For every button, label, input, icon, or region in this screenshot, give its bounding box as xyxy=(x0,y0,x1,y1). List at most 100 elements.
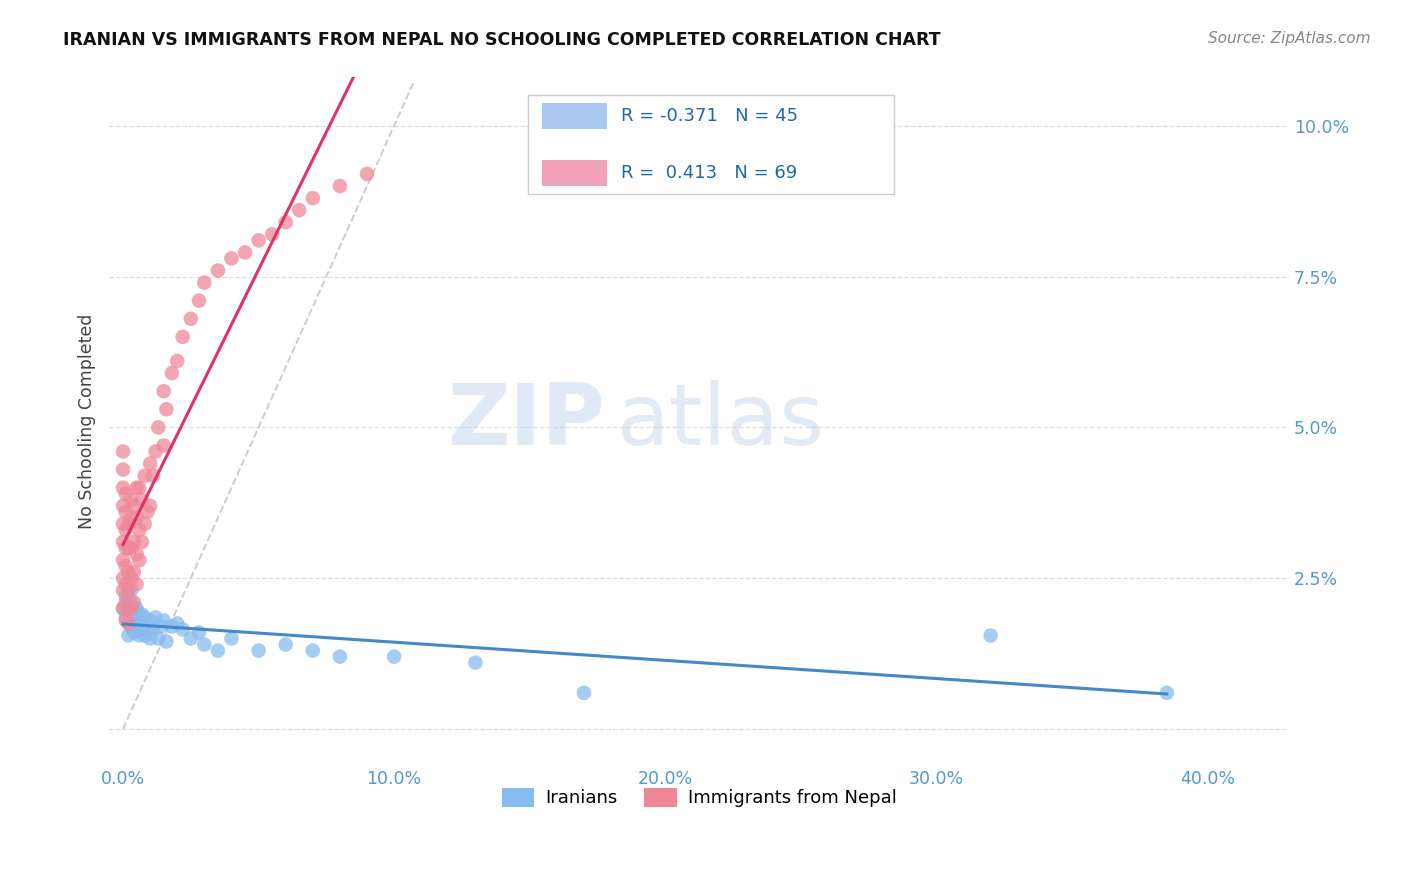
Point xyxy=(120,583,142,598)
Point xyxy=(114,523,136,537)
Point xyxy=(233,245,256,260)
Text: atlas: atlas xyxy=(617,380,824,463)
Point xyxy=(111,444,134,458)
Point xyxy=(122,565,145,579)
Point xyxy=(125,604,148,618)
Point xyxy=(125,601,148,615)
Point xyxy=(464,656,486,670)
Point xyxy=(572,686,595,700)
Point xyxy=(139,457,162,471)
Point xyxy=(193,276,215,290)
Point xyxy=(120,619,142,633)
Point xyxy=(117,628,139,642)
Point xyxy=(131,535,153,549)
Point xyxy=(128,628,150,642)
Point xyxy=(980,628,1002,642)
Point xyxy=(180,311,202,326)
Point xyxy=(136,505,159,519)
Point xyxy=(152,614,174,628)
Text: IRANIAN VS IMMIGRANTS FROM NEPAL NO SCHOOLING COMPLETED CORRELATION CHART: IRANIAN VS IMMIGRANTS FROM NEPAL NO SCHO… xyxy=(63,31,941,49)
Point xyxy=(114,505,136,519)
Text: R = -0.371   N = 45: R = -0.371 N = 45 xyxy=(621,107,799,125)
Point xyxy=(114,541,136,555)
Point xyxy=(207,263,229,277)
Point xyxy=(114,614,136,628)
Point xyxy=(134,610,156,624)
Point xyxy=(148,632,170,646)
Point xyxy=(111,516,134,531)
Point xyxy=(142,623,165,637)
Point xyxy=(356,167,378,181)
Point xyxy=(122,614,145,628)
Text: Source: ZipAtlas.com: Source: ZipAtlas.com xyxy=(1208,31,1371,46)
Point xyxy=(131,607,153,622)
Point xyxy=(120,601,142,615)
Point xyxy=(117,565,139,579)
FancyBboxPatch shape xyxy=(543,160,607,186)
Point xyxy=(117,616,139,631)
Point xyxy=(111,499,134,513)
Point xyxy=(145,610,167,624)
Point xyxy=(1156,686,1178,700)
Point xyxy=(117,604,139,618)
Text: ZIP: ZIP xyxy=(447,380,605,463)
Point xyxy=(187,293,209,308)
Point xyxy=(134,628,156,642)
Point xyxy=(120,571,142,585)
Point xyxy=(117,589,139,603)
Point xyxy=(148,420,170,434)
Point xyxy=(155,402,177,417)
Point xyxy=(145,444,167,458)
Point xyxy=(152,384,174,399)
Point xyxy=(114,559,136,574)
Point xyxy=(180,632,202,646)
Legend: Iranians, Immigrants from Nepal: Iranians, Immigrants from Nepal xyxy=(495,780,904,814)
Point xyxy=(329,179,352,194)
FancyBboxPatch shape xyxy=(529,95,894,194)
Point xyxy=(114,589,136,603)
Point xyxy=(125,547,148,561)
Point xyxy=(274,638,297,652)
Point xyxy=(114,610,136,624)
Point xyxy=(117,583,139,598)
Point xyxy=(136,623,159,637)
Point xyxy=(166,354,188,368)
Point xyxy=(134,516,156,531)
Y-axis label: No Schooling Completed: No Schooling Completed xyxy=(79,314,96,529)
Text: R =  0.413   N = 69: R = 0.413 N = 69 xyxy=(621,164,797,182)
Point xyxy=(142,468,165,483)
Point xyxy=(111,462,134,476)
Point xyxy=(125,577,148,591)
Point xyxy=(149,619,172,633)
Point xyxy=(193,638,215,652)
Point xyxy=(172,330,194,344)
Point xyxy=(114,486,136,500)
Point xyxy=(120,595,142,609)
Point xyxy=(114,577,136,591)
Point xyxy=(152,438,174,452)
Point xyxy=(122,499,145,513)
Point xyxy=(120,541,142,555)
Point xyxy=(125,481,148,495)
Point xyxy=(117,516,139,531)
Point xyxy=(139,632,162,646)
Point xyxy=(221,632,243,646)
Point xyxy=(139,499,162,513)
Point xyxy=(160,619,183,633)
Point xyxy=(117,541,139,555)
Point xyxy=(131,623,153,637)
Point xyxy=(128,553,150,567)
Point xyxy=(139,614,162,628)
Point xyxy=(166,616,188,631)
Point xyxy=(382,649,405,664)
Point xyxy=(111,535,134,549)
Point xyxy=(120,492,142,507)
Point xyxy=(247,233,270,247)
FancyBboxPatch shape xyxy=(543,103,607,129)
Point xyxy=(155,634,177,648)
Point xyxy=(111,571,134,585)
Point xyxy=(221,252,243,266)
Point xyxy=(288,203,311,218)
Point xyxy=(187,625,209,640)
Point xyxy=(114,595,136,609)
